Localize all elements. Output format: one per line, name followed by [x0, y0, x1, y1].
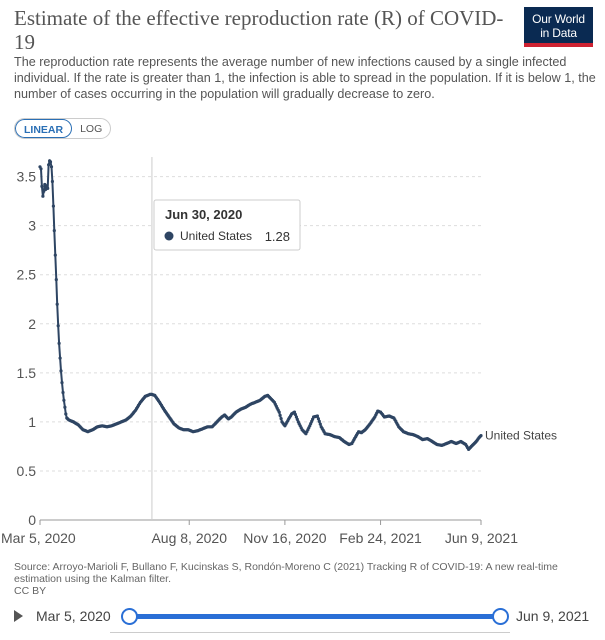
series-point [54, 278, 58, 282]
play-icon[interactable] [14, 610, 23, 622]
y-tick-label: 2 [28, 316, 36, 332]
series-point [50, 179, 55, 184]
timeline-end-handle[interactable] [492, 608, 509, 625]
series-point [52, 229, 56, 233]
source-note: Source: Arroyo-Marioli F, Bullano F, Kuc… [14, 561, 594, 597]
series-point [56, 324, 60, 328]
chart-title: Estimate of the effective reproduction r… [14, 6, 504, 54]
series-point [295, 417, 299, 421]
series-point [318, 422, 322, 426]
scale-toggle: LINEAR LOG [14, 118, 112, 139]
series-point [64, 412, 68, 416]
series-point [294, 415, 298, 419]
series-point [39, 167, 43, 171]
y-tick-label: 3 [28, 218, 36, 234]
series-point [47, 163, 51, 167]
timeline-end-label: Jun 9, 2021 [516, 608, 590, 624]
x-tick-label: Mar 5, 2020 [1, 530, 76, 546]
series-point [317, 419, 321, 423]
series-point [315, 414, 319, 418]
source-text: Source: Arroyo-Marioli F, Bullano F, Kuc… [14, 561, 558, 585]
series-point [49, 165, 54, 169]
series-point [60, 381, 64, 385]
owid-logo[interactable]: Our World in Data [524, 7, 593, 47]
timeline-track[interactable] [130, 614, 501, 619]
series-point [63, 405, 67, 409]
timeline-start-label: Mar 5, 2020 [36, 608, 111, 624]
series-point [55, 302, 59, 306]
series-point [316, 417, 320, 421]
series-point [46, 186, 50, 190]
series-point [51, 204, 56, 208]
tab-bar-divider [110, 632, 510, 640]
tooltip-series-name: United States [180, 229, 252, 243]
series-point [293, 412, 297, 417]
series-point [61, 390, 65, 395]
y-tick-label: 0.5 [17, 463, 37, 479]
x-axis-ticks: Mar 5, 2020 Aug 8, 2020 Nov 16, 2020 Feb 24… [1, 520, 518, 546]
x-tick-label: Jun 9, 2021 [445, 530, 518, 546]
series-point [278, 413, 282, 417]
series-label-united-states[interactable]: United States [485, 429, 557, 443]
y-tick-label: 1.5 [17, 365, 37, 381]
x-tick-label: Nov 16, 2020 [243, 530, 326, 546]
tooltip-legend-dot [164, 231, 174, 241]
series-point [277, 410, 281, 414]
y-tick-label: 1 [28, 414, 36, 430]
series-point [62, 398, 66, 402]
series-point [58, 356, 62, 360]
log-scale-button[interactable]: LOG [80, 123, 103, 135]
series-point [59, 369, 63, 373]
chart-subtitle: The reproduction rate represents the ave… [14, 55, 596, 101]
y-axis-ticks: 0 0.5 1 1.5 2 2.5 3 3.5 [17, 169, 37, 528]
series-point [40, 184, 44, 188]
timeline-slider: Mar 5, 2020 Jun 9, 2021 [0, 604, 605, 630]
timeline-start-handle[interactable] [121, 608, 138, 625]
tooltip-date: Jun 30, 2020 [165, 207, 242, 222]
linear-scale-button[interactable]: LINEAR [15, 119, 73, 138]
y-tick-label: 2.5 [17, 267, 37, 283]
logo-line-1: Our World [532, 12, 585, 26]
grid-lines [40, 176, 481, 521]
series-point [57, 341, 61, 345]
license-text[interactable]: CC BY [14, 585, 47, 597]
y-tick-label: 3.5 [17, 169, 37, 185]
y-tick-label: 0 [28, 512, 36, 528]
logo-line-2: in Data [540, 26, 577, 40]
series-point [48, 160, 53, 164]
series-point [53, 253, 57, 257]
tooltip-box [153, 199, 301, 251]
x-tick-label: Feb 24, 2021 [339, 530, 422, 546]
series-point [479, 434, 483, 438]
x-tick-label: Aug 8, 2020 [151, 530, 227, 546]
series-point [292, 410, 297, 414]
tooltip: Jun 30, 2020 United States 1.28 [153, 199, 301, 251]
series-markers [38, 159, 483, 451]
line-chart[interactable]: 0 0.5 1 1.5 2 2.5 3 3.5 Mar 5, 2020 Aug 8, 2020 N… [0, 145, 605, 550]
series-point [41, 194, 45, 198]
tooltip-value: 1.28 [265, 229, 290, 244]
series-point [279, 417, 283, 421]
